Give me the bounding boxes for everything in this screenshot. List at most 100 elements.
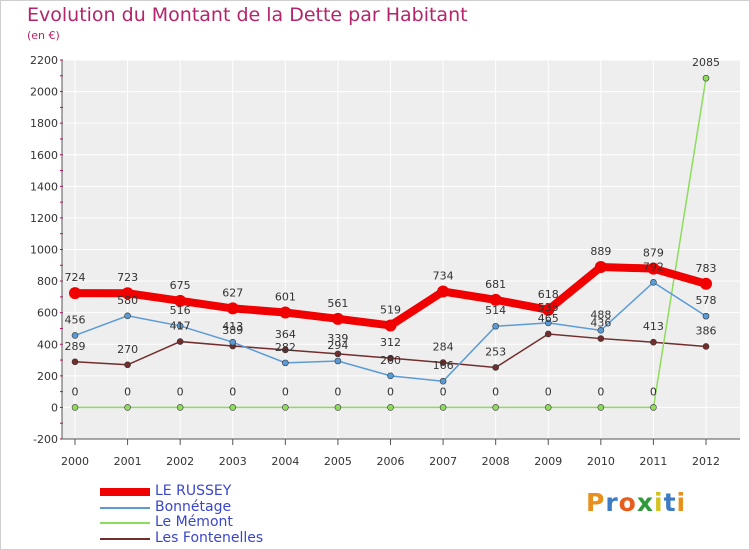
data-label: 0 xyxy=(334,385,341,398)
data-point xyxy=(229,404,237,411)
data-label: 627 xyxy=(222,286,243,299)
data-point xyxy=(229,338,237,346)
data-label: 0 xyxy=(387,385,394,398)
data-point xyxy=(121,287,134,300)
data-point xyxy=(176,404,184,411)
y-tick-label: 800 xyxy=(37,275,58,288)
data-label: 200 xyxy=(380,354,401,367)
data-point xyxy=(124,361,131,369)
data-label: 783 xyxy=(696,262,717,275)
x-tick-label: 2012 xyxy=(692,455,720,468)
data-point xyxy=(71,404,79,411)
data-point xyxy=(124,404,131,411)
logo-letter: o xyxy=(618,488,637,517)
y-tick-label: 2000 xyxy=(30,86,58,99)
data-label: 284 xyxy=(433,341,454,354)
y-tick-label: 200 xyxy=(37,370,58,383)
data-point xyxy=(650,338,657,346)
data-label: 282 xyxy=(275,341,296,354)
data-point xyxy=(124,312,131,320)
x-tick-label: 2009 xyxy=(534,455,562,468)
y-tick-label: 1400 xyxy=(30,180,58,193)
data-label: 0 xyxy=(124,385,131,398)
x-tick-label: 2001 xyxy=(114,455,142,468)
data-label: 618 xyxy=(538,288,559,301)
data-label: 879 xyxy=(643,247,664,260)
data-point xyxy=(544,330,552,338)
y-tick-label: 2200 xyxy=(30,54,58,67)
data-point xyxy=(387,354,394,362)
data-point xyxy=(384,319,397,332)
data-label: 312 xyxy=(380,336,401,349)
data-label: 514 xyxy=(485,304,506,317)
data-label: 0 xyxy=(72,385,79,398)
data-label: 488 xyxy=(590,308,611,321)
logo-letter: i xyxy=(676,488,687,517)
data-label: 0 xyxy=(650,385,657,398)
legend-swatch xyxy=(100,506,150,509)
x-tick-label: 2002 xyxy=(166,455,194,468)
data-point xyxy=(226,302,239,315)
data-label: 456 xyxy=(65,313,86,326)
data-label: 535 xyxy=(538,301,559,314)
data-point xyxy=(492,404,499,411)
legend-label: Les Fontenelles xyxy=(155,529,264,546)
data-label: 519 xyxy=(380,303,401,316)
logo-letter: i xyxy=(654,488,664,517)
data-label: 386 xyxy=(696,324,717,337)
data-point xyxy=(176,338,184,345)
data-point xyxy=(702,74,710,82)
data-point xyxy=(387,372,394,380)
data-point xyxy=(650,404,657,411)
x-tick-label: 2011 xyxy=(639,455,667,468)
data-label: 389 xyxy=(222,324,243,337)
data-label: 724 xyxy=(65,271,86,284)
data-label: 0 xyxy=(545,385,552,398)
x-tick-label: 2010 xyxy=(587,455,615,468)
data-label: 792 xyxy=(643,260,664,273)
data-point xyxy=(331,312,344,325)
data-point xyxy=(439,359,447,366)
data-point xyxy=(279,306,292,319)
data-point xyxy=(594,261,607,274)
data-point xyxy=(282,359,289,367)
data-point xyxy=(334,357,342,365)
data-point xyxy=(597,404,605,411)
legend-swatch xyxy=(100,488,150,496)
data-label: 465 xyxy=(538,312,559,325)
data-label: 413 xyxy=(643,320,664,333)
data-point xyxy=(282,346,289,354)
data-label: 0 xyxy=(597,385,604,398)
x-tick-label: 2000 xyxy=(61,455,89,468)
data-label: 601 xyxy=(275,291,296,304)
legend-label: LE RUSSEY xyxy=(155,483,232,499)
data-label: 166 xyxy=(433,359,454,372)
data-label: 270 xyxy=(117,343,138,356)
data-point xyxy=(174,294,187,307)
data-point xyxy=(597,327,605,334)
y-tick-label: 1200 xyxy=(30,212,58,225)
data-point xyxy=(702,343,710,350)
data-point xyxy=(700,277,712,290)
data-label: 0 xyxy=(229,385,236,398)
y-tick-label: 0 xyxy=(51,401,58,414)
data-label: 734 xyxy=(433,270,454,283)
data-point xyxy=(69,287,81,300)
data-point xyxy=(282,404,289,411)
x-tick-label: 2004 xyxy=(271,455,299,468)
data-point xyxy=(71,358,79,366)
data-point xyxy=(439,377,447,385)
data-point xyxy=(492,364,499,371)
data-point xyxy=(702,312,710,320)
data-label: 339 xyxy=(327,332,348,345)
legend-swatch xyxy=(100,537,150,540)
data-label: 0 xyxy=(177,385,184,398)
data-point xyxy=(647,262,660,275)
x-tick-label: 2006 xyxy=(377,455,405,468)
proxiti-logo: Proxiti xyxy=(586,488,686,517)
data-label: 294 xyxy=(327,339,348,352)
data-point xyxy=(544,404,552,411)
legend-label: Le Mémont xyxy=(155,514,233,530)
x-tick-label: 2007 xyxy=(429,455,457,468)
data-point xyxy=(597,335,605,342)
